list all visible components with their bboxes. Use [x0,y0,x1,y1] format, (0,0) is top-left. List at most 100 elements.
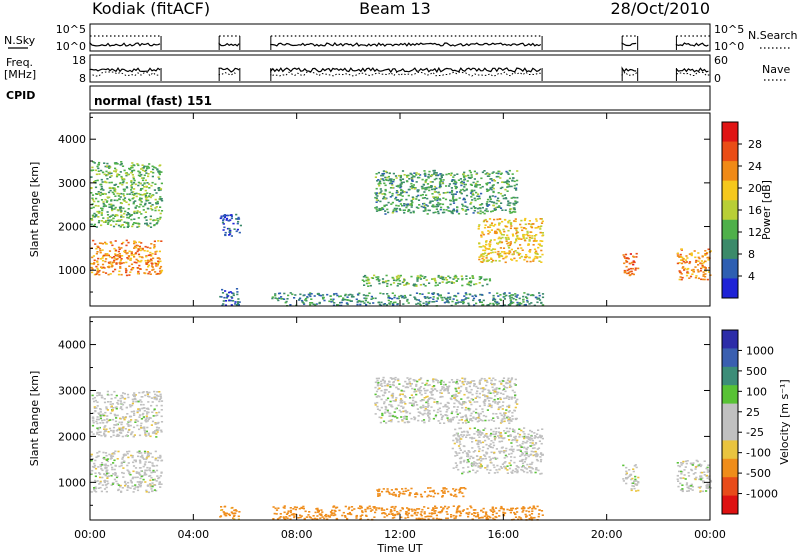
time-axis: 00:00 04:00 08:00 12:00 16:00 20:00 00:00 [74,528,726,541]
station-title: Kodiak (fitACF) [92,0,210,18]
x-tick-label-2: 08:00 [281,528,313,541]
date-title: 28/Oct/2010 [610,0,710,18]
power-colorbar-label-4: 20 [748,182,762,195]
nave-trace-0 [89,71,159,77]
velocity-colorbar-label-7: -1000 [746,488,778,501]
nsky-trace-3 [621,42,637,47]
echo-region-2 [219,288,241,307]
power-colorbar-swatch-7 [722,258,738,279]
nave-trace-1 [218,72,238,76]
noise-traces [89,35,711,50]
nave-label: Nave [762,63,790,76]
cpid-panel-frame [89,85,711,111]
freq-traces [89,66,711,81]
velocity-colorbar-label-6: -500 [746,467,771,480]
power-colorbar-label-5: 24 [748,160,762,173]
power-colorbar-swatch-3 [722,180,738,201]
echo-region-6 [374,169,519,215]
echo-region-0 [90,239,164,277]
noise-bottom-left-tick: 10^0 [56,40,86,53]
y-tick-label-3: 4000 [58,339,86,352]
x-tick-label-0: 00:00 [74,528,106,541]
y-tick-label-1: 2000 [58,430,86,443]
power-colorbar-swatch-4 [722,200,738,221]
echo-region-2 [219,505,241,520]
freq-top-tick: 18 [72,54,86,67]
velocity-colorbar-swatch-9 [722,495,738,515]
echo-region-4 [376,487,467,498]
power-panel: 1000 2000 3000 4000 Slant Range [km] [28,112,712,307]
velocity-colorbar-swatch-6 [722,440,738,460]
echo-region-6 [451,427,544,475]
x-tick-label-5: 20:00 [591,528,623,541]
velocity-colorbar-swatch-7 [722,458,738,478]
power-colorbar-swatch-2 [722,161,738,182]
freq-label-line1: Freq. [6,56,33,69]
power-colorbar-swatch-1 [722,141,738,162]
plot-area [90,317,710,520]
nsky-label: N.Sky [4,34,36,47]
nsearch-label: N.Search [748,29,798,42]
velocity-colorbar-swatch-5 [722,422,738,441]
nave-trace-2 [270,71,541,77]
nave-trace-4 [676,71,710,77]
velocity-colorbar-swatch-3 [722,385,738,405]
velocity-colorbar-label-5: -100 [746,447,771,460]
echo-region-1 [90,161,164,229]
nsky-trace-0 [89,41,161,47]
x-tick-label-6: 00:00 [694,528,726,541]
power-colorbar-swatch-5 [722,219,738,240]
echo-region-7 [622,464,640,492]
x-tick-label-3: 12:00 [384,528,416,541]
noise-top-right-tick: 10^5 [714,23,744,36]
echo-region-3 [219,213,242,237]
velocity-colorbar-label-2: 100 [746,385,767,398]
time-axis-label: Time UT [376,542,422,554]
power-colorbar-label-1: 8 [748,248,755,261]
power-colorbar-label-3: 16 [748,204,762,217]
nave-top-tick: 60 [714,54,728,67]
freq-trace-1 [218,67,240,73]
freq-trace-0 [89,66,161,73]
x-tick-label-4: 16:00 [487,528,519,541]
velocity-colorbar-label-1: 500 [746,365,767,378]
velocity-colorbar-label-3: 25 [746,406,760,419]
nsky-trace-4 [675,42,709,47]
noise-bottom-right-tick: 10^0 [714,40,744,53]
velocity-colorbar-label-0: 1000 [746,344,774,357]
power-colorbar-title: Power [dB] [760,180,773,240]
nsky-trace-1 [218,42,240,47]
nsky-trace-2 [270,42,542,47]
echo-region-1 [90,390,164,438]
echo-region-0 [90,450,164,494]
y-tick-label-2: 3000 [58,384,86,397]
echo-region-8 [622,252,640,277]
power-colorbar-label-0: 4 [748,270,755,283]
echo-region-7 [477,217,545,264]
velocity-colorbar-label-4: -25 [746,426,764,439]
cpid-label: CPID [6,89,35,102]
freq-trace-3 [621,66,637,73]
freq-trace-2 [270,66,542,74]
velocity-colorbar-swatch-0 [722,330,738,349]
beam-title: Beam 13 [359,0,431,18]
velocity-colorbar-swatch-2 [722,366,738,386]
noise-panel-frame [89,23,711,52]
echo-region-4 [271,292,545,307]
y-tick-label-0: 1000 [58,264,86,277]
x-tick-label-1: 04:00 [177,528,209,541]
power-colorbar: 4 8 12 16 20 24 28 Power [dB] [721,121,773,299]
velocity-colorbar-swatch-4 [722,403,738,423]
y-axis-label: Slant Range [km] [28,162,41,258]
y-tick-label-3: 4000 [58,133,86,146]
velocity-colorbar-swatch-8 [722,477,738,497]
velocity-colorbar: 1000 500 100 25 -25 -100 -500 -1000 Velocity [m … [721,329,791,515]
velocity-colorbar-title: Velocity [m s⁻¹] [778,379,791,464]
velocity-panel: 1000 2000 3000 4000 Slant Range [km] [28,316,713,521]
power-colorbar-swatch-0 [722,122,738,143]
velocity-colorbar-frame [721,329,739,515]
freq-panel-frame [89,54,711,83]
power-colorbar-label-2: 12 [748,226,762,239]
cpid-value: normal (fast) 151 [94,94,212,108]
